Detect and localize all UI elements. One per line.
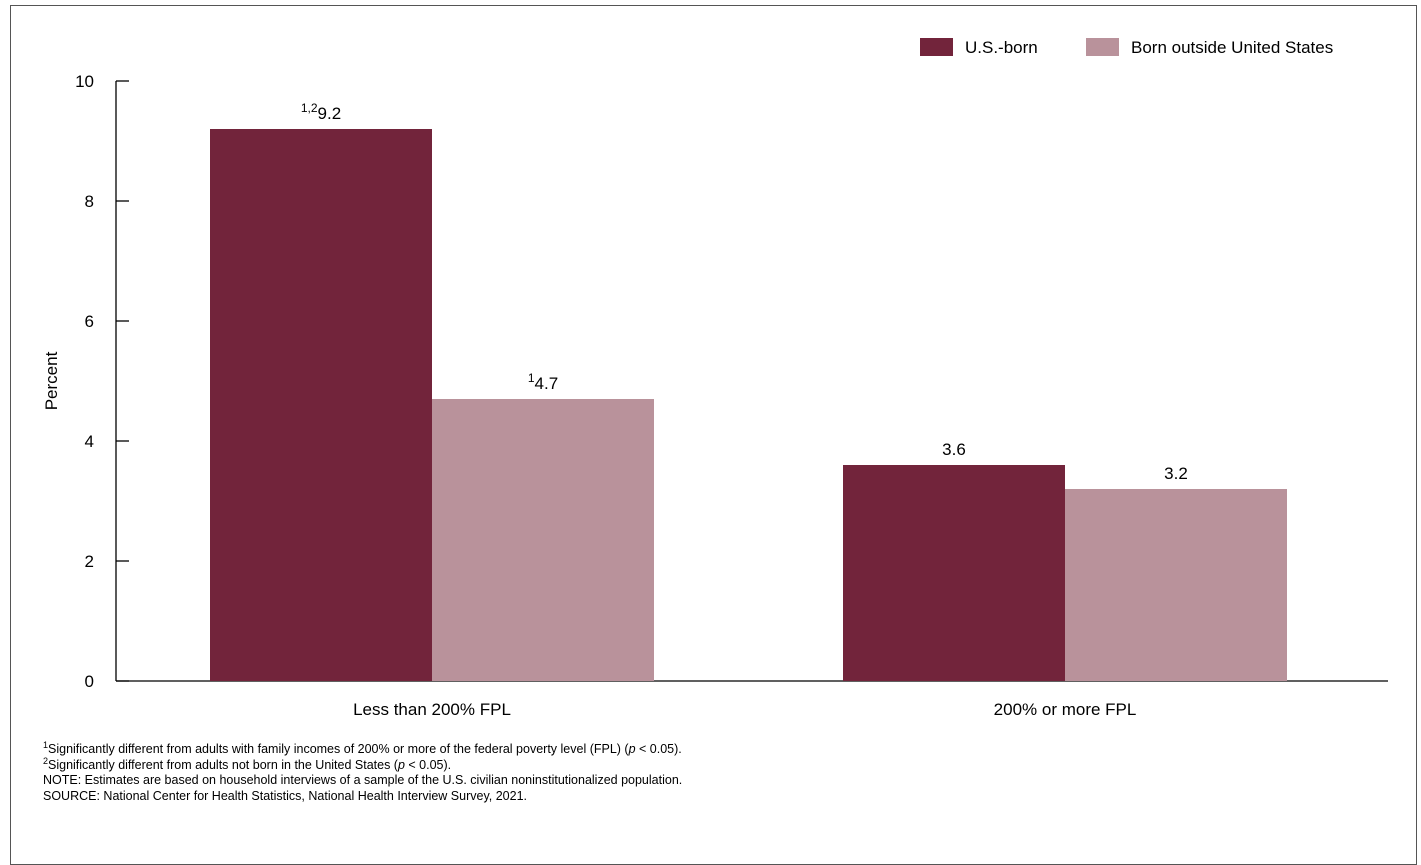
legend-label-0: U.S.-born: [965, 38, 1038, 57]
note-text: NOTE: Estimates are based on household i…: [43, 773, 683, 787]
bar-1-0: [843, 465, 1065, 681]
bar-chart: 0 2 4 6 8 10 Percent 1,29.2 14.7 Less than 200% F…: [42, 38, 1388, 719]
footnotes: 1Significantly different from adults wit…: [43, 739, 683, 804]
footnote-2-marker: 2: [43, 755, 49, 766]
footnote-1-text: Significantly different from adults with…: [48, 742, 629, 756]
footnote-2-threshold: < 0.05).: [404, 757, 452, 772]
y-tick-label-3: 6: [85, 312, 94, 331]
bar-0-0: [210, 129, 432, 681]
footnote-2-p: p: [397, 757, 405, 772]
category-label-0: Less than 200% FPL: [353, 700, 511, 719]
footnote-1: 1Significantly different from adults wit…: [43, 739, 682, 758]
y-tick-label-5: 10: [75, 72, 94, 91]
legend-swatch-1: [1086, 38, 1119, 56]
bar-1-1: [1065, 489, 1287, 681]
category-label-1: 200% or more FPL: [994, 700, 1137, 719]
y-tick-label-4: 8: [85, 192, 94, 211]
legend-swatch-0: [920, 38, 953, 56]
bar-0-1: [432, 399, 654, 681]
data-label-0-0: 1,29.2: [301, 101, 341, 123]
y-tick-label-1: 2: [85, 552, 94, 571]
y-tick-label-2: 4: [85, 432, 94, 451]
footnote-1-marker: 1: [43, 739, 49, 750]
y-axis-title: Percent: [42, 351, 61, 410]
footnote-1-threshold: < 0.05).: [635, 742, 682, 756]
data-label-1-1: 3.2: [1164, 464, 1188, 483]
data-label-0-1: 14.7: [528, 371, 558, 393]
footnote-1-p: p: [628, 742, 636, 756]
y-tick-label-0: 0: [85, 672, 94, 691]
data-label-1-0: 3.6: [942, 440, 966, 459]
source-text: SOURCE: National Center for Health Stati…: [43, 788, 528, 803]
footnote-2: 2Significantly different from adults not…: [43, 755, 682, 774]
footnote-2-text: Significantly different from adults not …: [48, 757, 398, 772]
legend-label-1: Born outside United States: [1131, 38, 1333, 57]
